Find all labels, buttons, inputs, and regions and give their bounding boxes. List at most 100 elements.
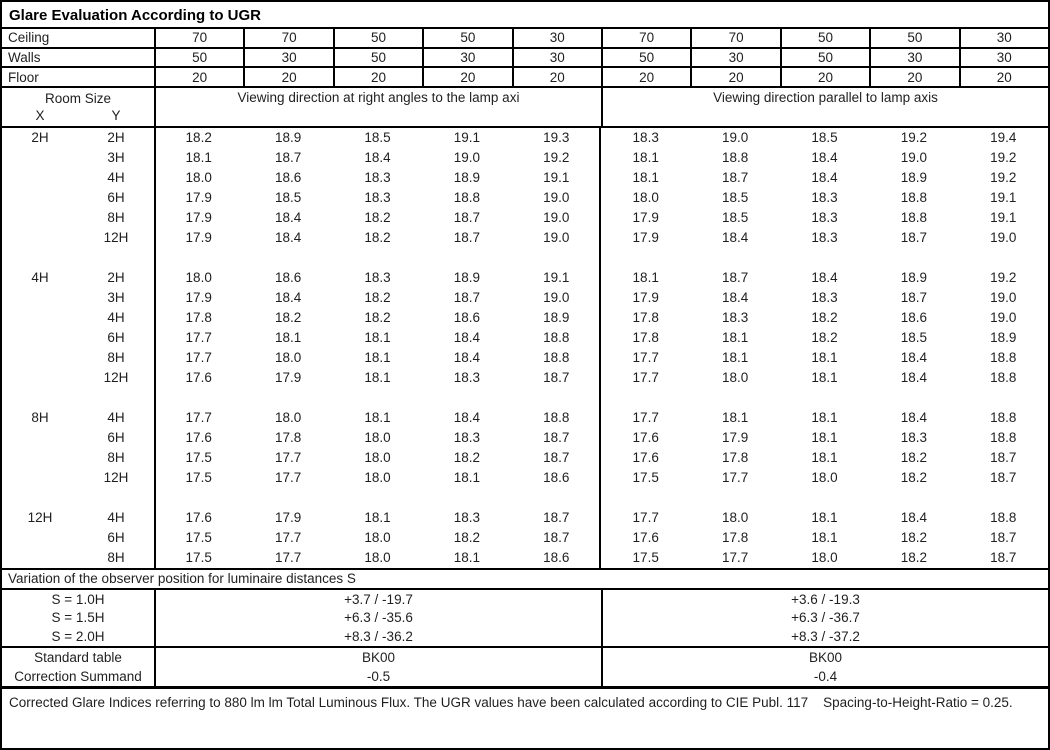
ugr-value-cell: 19.1 xyxy=(453,129,481,145)
ugr-value-cell: 18.3 xyxy=(364,189,391,205)
room-y-cell: 4H xyxy=(107,409,125,425)
surface-row: Walls 50 30 50 30 30 50 30 50 30 30 xyxy=(2,48,1048,69)
ugr-value-cell: 18.0 xyxy=(274,349,302,365)
ugr-value-cell: 17.9 xyxy=(274,509,302,525)
surface-value-cell: 50 xyxy=(422,29,511,47)
room-x-cell: 12H xyxy=(27,509,53,525)
ugr-value-cell: 19.1 xyxy=(543,169,570,185)
ugr-row: 4H 18.0 18.6 18.3 18.9 19.1 18.1 18.7 18.4 18.9 19… xyxy=(2,168,1048,188)
ugr-value-cell: 17.7 xyxy=(632,369,659,385)
ugr-value-cell: 18.7 xyxy=(543,449,570,465)
ugr-value-cell: 18.8 xyxy=(900,189,928,205)
ugr-value-cell: 17.6 xyxy=(185,509,212,525)
ugr-value-cell: 18.3 xyxy=(453,429,481,445)
ugr-value-cell: 18.4 xyxy=(900,409,928,425)
ugr-value-cell: 19.0 xyxy=(990,289,1017,305)
surface-value-cell: 30 xyxy=(958,29,1048,47)
ugr-row: 4H 17.8 18.2 18.2 18.6 18.9 17.8 18.3 18.2 18.6 19… xyxy=(2,308,1048,328)
ugr-value-cell: 17.8 xyxy=(721,529,749,545)
ugr-value-cell: 18.0 xyxy=(364,469,391,485)
ugr-value-cell: 18.1 xyxy=(811,369,838,385)
variation-row: S = 2.0H +8.3 / -36.2 +8.3 / -37.2 xyxy=(2,627,1048,646)
surface-value-cell: 30 xyxy=(869,48,958,67)
surface-value-cell: 20 xyxy=(958,68,1048,86)
ugr-value-cell: 18.4 xyxy=(721,229,749,245)
ugr-value-cell: 18.4 xyxy=(900,369,928,385)
ugr-value-cell: 17.7 xyxy=(185,329,212,345)
observer-variation-rows: S = 1.0H +3.7 / -19.7 +3.6 / -19.3 S = 1.5H… xyxy=(2,589,1048,648)
surface-value-cell: 70 xyxy=(154,29,243,47)
viewing-direction-parallel-header: Viewing direction parallel to lamp axis xyxy=(601,87,1048,126)
ugr-value-cell: 17.8 xyxy=(632,309,659,325)
room-y-cell: 4H xyxy=(107,309,125,325)
ugr-value-cell: 18.0 xyxy=(274,409,302,425)
ugr-value-cell: 17.7 xyxy=(274,469,302,485)
ugr-value-cell: 18.9 xyxy=(453,269,481,285)
ugr-value-cell: 19.0 xyxy=(721,129,749,145)
ugr-value-cell: 17.7 xyxy=(185,349,212,365)
ugr-value-cell: 18.2 xyxy=(364,209,391,225)
ugr-value-cell: 18.1 xyxy=(721,329,749,345)
surface-row: Floor 20 20 20 20 20 20 20 20 20 20 xyxy=(2,68,1048,88)
ugr-value-cell: 17.9 xyxy=(274,369,302,385)
room-y-cell: 6H xyxy=(107,329,125,345)
room-y-cell: 8H xyxy=(107,449,125,465)
room-y-cell: 12H xyxy=(103,369,129,385)
room-y-cell: 3H xyxy=(107,289,125,305)
ugr-value-cell: 17.9 xyxy=(632,229,659,245)
room-x-cell xyxy=(2,448,78,468)
ugr-value-cell: 19.2 xyxy=(900,129,928,145)
surface-row: Ceiling 70 70 50 50 30 70 70 50 50 30 xyxy=(2,29,1048,49)
ugr-value-cell: 19.2 xyxy=(990,169,1017,185)
ugr-value-cell: 18.2 xyxy=(274,309,302,325)
ugr-value-cell: 18.3 xyxy=(811,209,838,225)
ugr-value-cell: 18.4 xyxy=(274,209,302,225)
surface-value-cell: 70 xyxy=(601,29,690,47)
room-x-cell: 2H xyxy=(31,129,49,145)
ugr-row: 6H 17.9 18.5 18.3 18.8 19.0 18.0 18.5 18.3 18.8 19… xyxy=(2,188,1048,208)
ugr-value-cell: 18.2 xyxy=(900,469,928,485)
ugr-value-cell: 18.8 xyxy=(990,349,1017,365)
room-x-cell xyxy=(2,208,78,228)
ugr-row: 6H 17.7 18.1 18.1 18.4 18.8 17.8 18.1 18.2 18.5 18… xyxy=(2,328,1048,348)
ugr-value-cell: 18.1 xyxy=(632,149,659,165)
ugr-value-cell: 18.0 xyxy=(185,169,212,185)
room-x-cell xyxy=(2,548,78,568)
room-size-label: Room Size xyxy=(44,90,112,106)
room-x-cell xyxy=(2,148,78,168)
ugr-value-cell: 17.7 xyxy=(721,549,749,565)
surface-value-cell: 20 xyxy=(601,68,690,86)
ugr-value-cell: 18.2 xyxy=(900,449,928,465)
room-y-cell: 4H xyxy=(107,509,125,525)
ugr-value-cell: 18.1 xyxy=(811,449,838,465)
ugr-value-cell: 18.1 xyxy=(453,469,481,485)
room-y-cell: 6H xyxy=(107,429,125,445)
room-x-cell xyxy=(2,168,78,188)
ugr-value-cell: 17.9 xyxy=(721,429,749,445)
surface-value-cell: 50 xyxy=(779,29,869,47)
surface-value-cell: 50 xyxy=(601,48,690,67)
ugr-value-cell: 17.8 xyxy=(185,309,212,325)
ugr-value-cell: 18.2 xyxy=(453,529,481,545)
ugr-value-cell: 18.3 xyxy=(811,229,838,245)
ugr-value-cell: 18.1 xyxy=(811,349,838,365)
ugr-values-section: 2H 2H 18.2 18.9 18.5 19.1 19.3 18.3 19.0 18.5 19.2… xyxy=(2,127,1048,570)
ugr-value-cell: 18.7 xyxy=(453,289,481,305)
ugr-value-cell: 18.3 xyxy=(632,129,659,145)
room-x-cell xyxy=(2,348,78,368)
ugr-value-cell: 18.4 xyxy=(453,409,481,425)
summary-row: Standard table BK00 BK00 xyxy=(2,647,1048,667)
surface-value-cell: 30 xyxy=(958,48,1048,67)
ugr-value-cell: 18.2 xyxy=(900,549,928,565)
y-column-label: Y xyxy=(111,107,121,123)
surface-row-label: Floor xyxy=(8,69,39,85)
room-y-cell: 8H xyxy=(107,549,125,565)
ugr-value-cell: 18.2 xyxy=(453,449,481,465)
room-x-cell xyxy=(2,288,78,308)
ugr-value-cell: 17.6 xyxy=(632,449,659,465)
ugr-value-cell: 18.0 xyxy=(364,529,391,545)
ugr-value-cell: 18.3 xyxy=(364,269,391,285)
ugr-value-cell: 19.1 xyxy=(543,269,570,285)
ugr-value-cell: 18.6 xyxy=(543,469,570,485)
